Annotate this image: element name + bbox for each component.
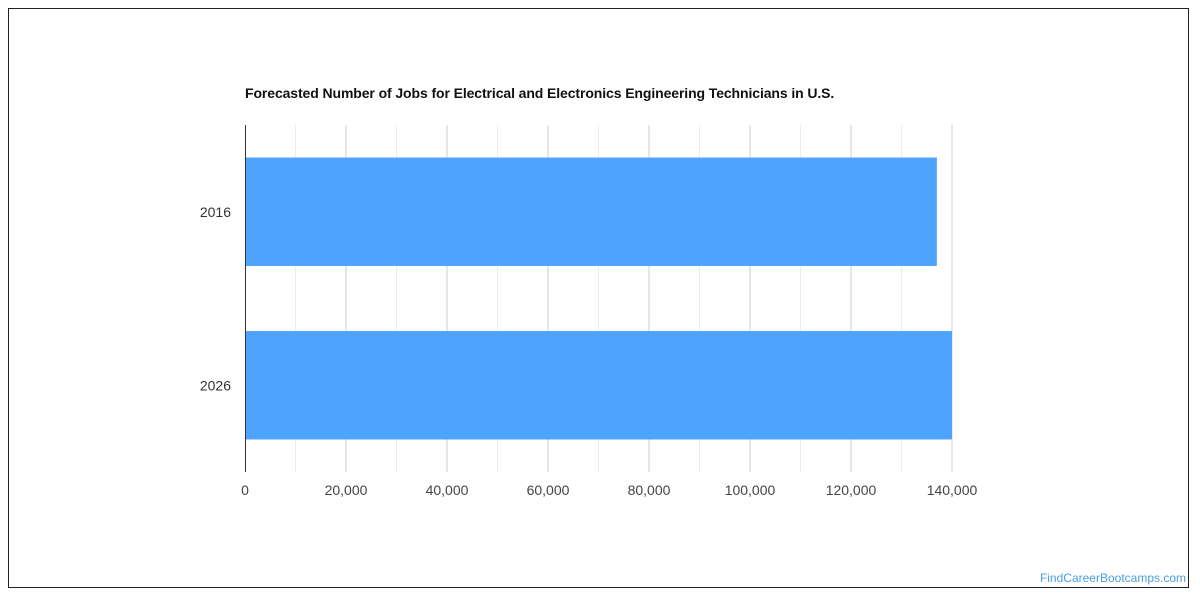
bar-2016 [245, 157, 937, 266]
x-tick-label: 0 [241, 482, 249, 498]
x-tick-label: 40,000 [426, 482, 469, 498]
x-tick-label: 100,000 [725, 482, 776, 498]
bar-2026 [245, 331, 952, 440]
y-tick-label: 2026 [200, 377, 231, 393]
y-tick-label: 2016 [200, 204, 231, 220]
x-tick-label: 120,000 [826, 482, 877, 498]
watermark: FindCareerBootcamps.com [1039, 571, 1186, 585]
x-tick-label: 20,000 [325, 482, 368, 498]
x-tick-label: 140,000 [927, 482, 978, 498]
x-tick-label: 60,000 [527, 482, 570, 498]
chart-title: Forecasted Number of Jobs for Electrical… [245, 85, 835, 101]
x-tick-label: 80,000 [628, 482, 671, 498]
